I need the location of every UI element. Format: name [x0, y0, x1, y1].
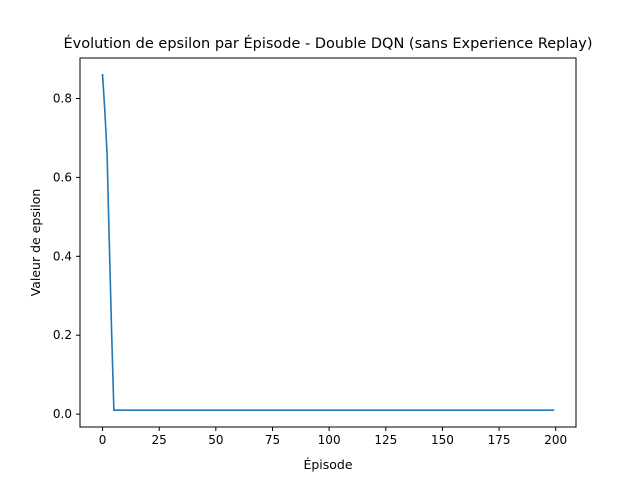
- x-tick-label: 150: [431, 433, 454, 447]
- y-tick-label: 0.8: [53, 91, 72, 105]
- epsilon-series-line: [101, 73, 555, 411]
- series-layer: [101, 73, 555, 411]
- x-tick-label: 0: [99, 433, 107, 447]
- x-tick-label: 200: [544, 433, 567, 447]
- x-tick-label: 75: [265, 433, 280, 447]
- x-axis-label: Épisode: [303, 457, 352, 472]
- chart-title: Évolution de epsilon par Épisode - Doubl…: [63, 35, 592, 52]
- y-tick-label: 0.4: [53, 249, 72, 263]
- plot-frame: [79, 57, 577, 428]
- x-tick-label: 50: [208, 433, 223, 447]
- x-tick-label: 125: [374, 433, 397, 447]
- y-tick-label: 0.0: [53, 407, 72, 421]
- y-axis-label: Valeur de epsilon: [28, 189, 43, 297]
- x-tick-label: 100: [318, 433, 341, 447]
- x-axis: 0 25 50 75 100 125 150 175 200: [99, 427, 567, 447]
- y-tick-label: 0.2: [53, 328, 72, 342]
- y-axis: 0.0 0.2 0.4 0.6 0.8: [53, 91, 80, 421]
- x-tick-label: 175: [488, 433, 511, 447]
- y-tick-label: 0.6: [53, 170, 72, 184]
- x-tick-label: 25: [152, 433, 167, 447]
